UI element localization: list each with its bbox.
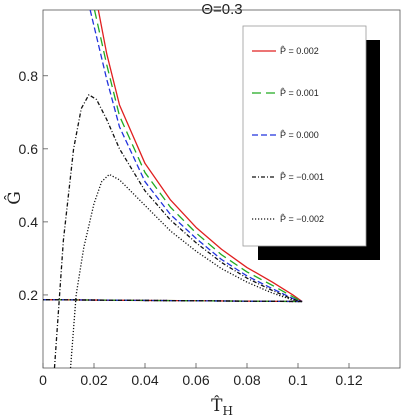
x-tick-label: 0.06: [182, 372, 209, 388]
y-tick-label: 0.4: [19, 214, 39, 230]
y-tick-label: 0.2: [19, 287, 39, 303]
legend-item: P̂ = −0.002: [252, 214, 324, 224]
x-axis-title: T̂H: [211, 396, 233, 416]
series-1-upper-branch: [97, 10, 303, 303]
x-tick-label: 0: [39, 372, 47, 388]
x-tick-label: 0.08: [233, 372, 260, 388]
legend-items: P̂ = 0.002 P̂ = 0.001 P̂ = 0.000 P̂ = −0.00…: [252, 46, 324, 224]
legend-box: [242, 25, 367, 247]
y-tick-label: 0.6: [19, 141, 39, 157]
x-tick-label: 0.12: [335, 372, 362, 388]
plot-frame: [42, 9, 401, 369]
series-3-upper-branch: [89, 10, 303, 303]
series-5-upper-branch: [69, 173, 303, 368]
plot-area: [42, 9, 401, 369]
legend-label: P̂ = −0.001: [280, 172, 324, 182]
legend-item: P̂ = −0.001: [252, 172, 324, 182]
series-4-upper-branch: [53, 94, 303, 368]
series-5-lower-branch: [43, 299, 303, 303]
x-tick-label: 0.02: [80, 372, 107, 388]
legend-label: P̂ = 0.002: [280, 46, 319, 56]
legend: P̂ = 0.002 P̂ = 0.001 P̂ = 0.000 P̂ = −0.00…: [242, 25, 380, 260]
legend-item: P̂ = 0.000: [252, 130, 319, 140]
x-axis-title-sub: H: [222, 404, 232, 416]
legend-item: P̂ = 0.001: [252, 88, 319, 98]
y-tick-label: 0.8: [19, 68, 39, 84]
series-2-upper-branch: [93, 10, 303, 303]
y-axis-title: Ĝ: [4, 191, 25, 205]
chart-title: Θ=0.3: [201, 1, 242, 18]
legend-label: P̂ = −0.002: [280, 214, 324, 224]
legend-label: P̂ = 0.001: [280, 88, 319, 98]
x-tick-label: 0.04: [131, 372, 158, 388]
x-axis-title-main: T̂: [211, 396, 223, 416]
series-layer: [43, 10, 303, 368]
x-tick-label: 0.1: [288, 372, 308, 388]
tick-layer: 0 0.02 0.04 0.06 0.08 0.1 0.12 0.2 0.4 0.6 0.8: [19, 68, 363, 388]
legend-item: P̂ = 0.002: [252, 46, 319, 56]
legend-label: P̂ = 0.000: [280, 130, 319, 140]
